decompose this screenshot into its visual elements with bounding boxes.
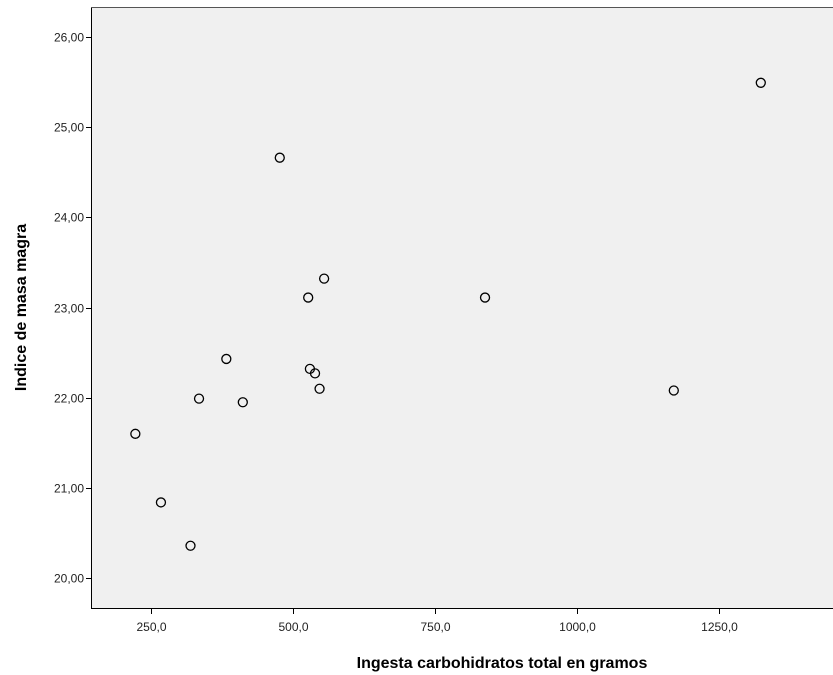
y-tick-label: 25,00 — [54, 121, 84, 135]
x-axis: 250,0 500,0 750,0 1000,0 1250,0 — [91, 608, 833, 634]
data-point — [221, 353, 232, 365]
data-point — [274, 152, 285, 163]
x-tick-label: 1000,0 — [559, 620, 596, 634]
y-tick-label: 21,00 — [54, 482, 84, 496]
data-point — [130, 428, 141, 439]
plot-area — [91, 7, 833, 608]
data-points — [130, 77, 766, 551]
data-point — [185, 540, 196, 551]
data-point — [309, 368, 321, 379]
y-tick-label: 20,00 — [54, 572, 84, 586]
y-tick-label: 22,00 — [54, 392, 84, 406]
data-point — [237, 397, 248, 408]
data-point — [193, 393, 205, 404]
data-point — [155, 497, 167, 508]
y-tick-label: 23,00 — [54, 302, 84, 316]
y-tick-label: 24,00 — [54, 211, 84, 225]
data-point — [755, 77, 766, 88]
x-tick-label: 500,0 — [278, 620, 308, 634]
x-tick-label: 750,0 — [420, 620, 450, 634]
data-point — [314, 383, 325, 394]
data-point — [318, 273, 330, 284]
data-point — [479, 292, 491, 303]
x-axis-title: Ingesta carbohidratos total en gramos — [357, 655, 648, 672]
data-point — [668, 385, 679, 396]
x-tick-label: 1250,0 — [701, 620, 738, 634]
y-tick-label: 26,00 — [54, 31, 84, 45]
y-axis-title: Indice de masa magra — [13, 224, 30, 391]
y-axis: 20,00 21,00 22,00 23,00 24,00 25,00 26,00 — [54, 7, 92, 608]
x-tick-label: 250,0 — [136, 620, 166, 634]
data-point — [303, 292, 314, 303]
